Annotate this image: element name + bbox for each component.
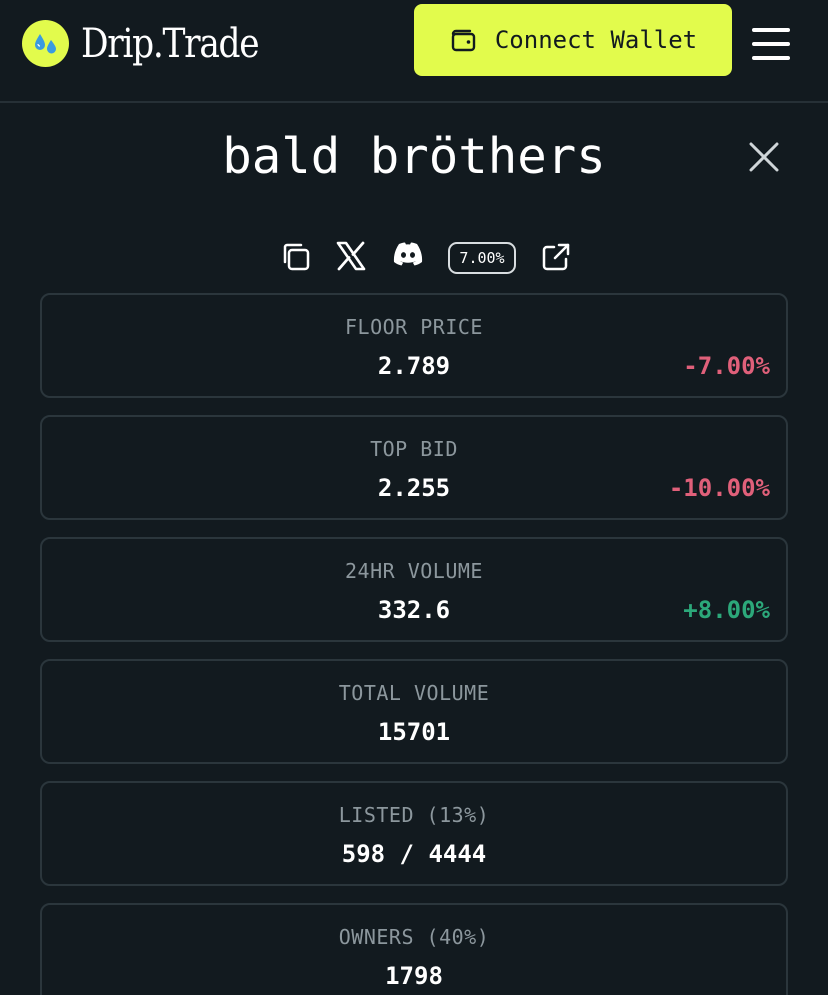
external-link-icon[interactable] bbox=[540, 241, 572, 273]
logo-text: Drip.Trade bbox=[81, 20, 260, 67]
connect-wallet-button[interactable]: Connect Wallet bbox=[414, 4, 732, 76]
x-twitter-icon[interactable] bbox=[336, 241, 366, 271]
copy-icon[interactable] bbox=[280, 241, 312, 273]
collection-links: 7.00% bbox=[0, 237, 828, 277]
stat-card-total-volume: TOTAL VOLUME 15701 bbox=[40, 659, 788, 764]
collection-title: bald bröthers bbox=[222, 128, 606, 185]
stat-card-floor-price: FLOOR PRICE 2.789 -7.00% bbox=[40, 293, 788, 398]
top-nav: Drip.Trade Connect Wallet bbox=[0, 0, 828, 103]
stat-change: -10.00% bbox=[668, 474, 770, 502]
stat-label: TOP BID bbox=[370, 437, 458, 461]
menu-icon[interactable] bbox=[752, 28, 792, 60]
royalty-badge: 7.00% bbox=[448, 242, 516, 274]
stat-value: 332.6 bbox=[377, 596, 451, 624]
logo[interactable]: Drip.Trade bbox=[22, 20, 287, 67]
stat-label: TOTAL VOLUME bbox=[338, 681, 490, 705]
stat-label: 24HR VOLUME bbox=[345, 559, 483, 583]
stat-value: 2.255 bbox=[377, 474, 451, 502]
stat-label: OWNERS (40%) bbox=[338, 925, 490, 949]
stat-label: FLOOR PRICE bbox=[345, 315, 483, 339]
stat-card-24hr-volume: 24HR VOLUME 332.6 +8.00% bbox=[40, 537, 788, 642]
stat-change: +8.00% bbox=[683, 596, 770, 624]
stat-value: 2.789 bbox=[377, 352, 451, 380]
stat-value: 598 / 4444 bbox=[341, 840, 487, 868]
stat-card-owners: OWNERS (40%) 1798 bbox=[40, 903, 788, 995]
close-icon[interactable] bbox=[747, 140, 781, 174]
stat-value: 1798 bbox=[385, 962, 443, 990]
wallet-icon bbox=[449, 26, 477, 54]
drip-logo-icon bbox=[22, 20, 69, 67]
discord-icon[interactable] bbox=[392, 241, 424, 267]
stat-change: -7.00% bbox=[683, 352, 770, 380]
stat-value: 15701 bbox=[377, 718, 451, 746]
stat-label: LISTED (13%) bbox=[338, 803, 490, 827]
connect-wallet-label: Connect Wallet bbox=[494, 26, 698, 54]
stat-card-listed: LISTED (13%) 598 / 4444 bbox=[40, 781, 788, 886]
stat-card-top-bid: TOP BID 2.255 -10.00% bbox=[40, 415, 788, 520]
